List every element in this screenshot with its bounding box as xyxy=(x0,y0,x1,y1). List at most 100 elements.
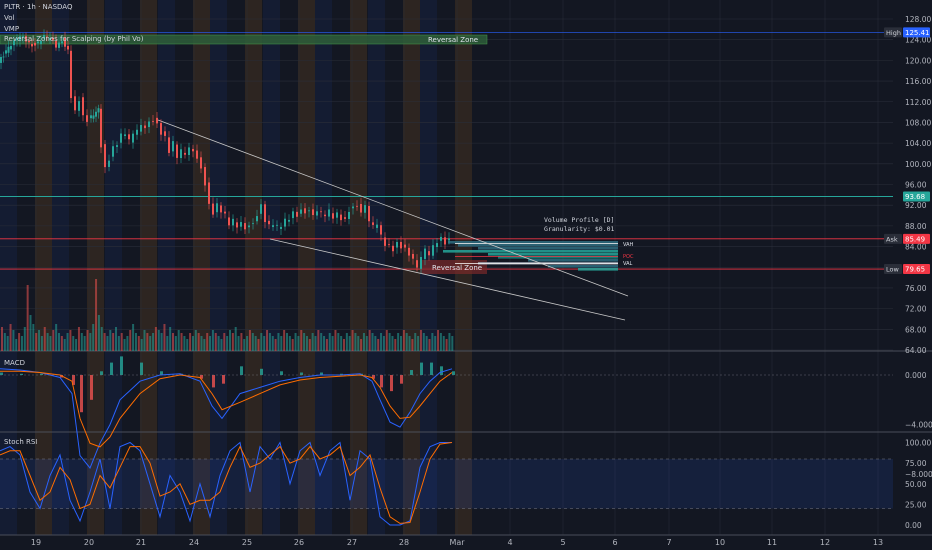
stoch-k-line xyxy=(0,441,452,526)
stoch-tick-label: 75.00 xyxy=(905,459,927,468)
macd-pane-label[interactable]: MACD xyxy=(4,359,25,367)
candle-body xyxy=(92,115,95,119)
volume-bar xyxy=(291,339,294,351)
volume-profile-row xyxy=(528,259,618,262)
macd-histogram-bar xyxy=(0,372,3,375)
macd-histogram-bar xyxy=(140,362,143,375)
volume-profile: Volume Profile [D]Granularity: $0.01 VAH P… xyxy=(443,216,634,271)
price-tag-value: 79.65 xyxy=(905,266,925,274)
volume-bar xyxy=(271,336,274,351)
volume-bar xyxy=(123,339,126,351)
volume-bar xyxy=(163,324,166,351)
price-levels xyxy=(0,32,893,270)
candle-body xyxy=(248,225,250,228)
time-tick-label: 13 xyxy=(873,538,883,547)
candle-body xyxy=(10,45,12,50)
candle-body xyxy=(100,108,102,148)
candle-body xyxy=(284,218,286,227)
volume-bar xyxy=(414,333,417,351)
volume-bar xyxy=(417,336,420,351)
volume-bar xyxy=(12,330,15,351)
volume-bar xyxy=(211,330,214,351)
volume-bar xyxy=(377,339,380,351)
volume-bar xyxy=(380,333,383,351)
time-tick-label: 12 xyxy=(820,538,830,547)
candle-body xyxy=(78,101,80,111)
volume-bar xyxy=(23,327,26,351)
indicator-vmp-label[interactable]: VMP xyxy=(4,25,20,33)
candle-body xyxy=(372,222,374,225)
volume-bar xyxy=(442,336,445,351)
volume-bar xyxy=(43,327,46,351)
stoch-tick-label: 50.00 xyxy=(905,480,927,489)
candles xyxy=(0,29,450,274)
reversal-zone-bottom-label: Reversal Zone xyxy=(432,264,482,272)
candle-body xyxy=(356,205,358,207)
time-tick-label: 28 xyxy=(399,538,409,547)
volume-bar xyxy=(280,336,283,351)
price-tick-label: 120.00 xyxy=(905,56,931,65)
volume-bar xyxy=(134,333,137,351)
macd-histogram-bar xyxy=(372,375,375,379)
volume-profile-row xyxy=(448,241,618,244)
time-tick-label: 7 xyxy=(666,538,671,547)
volume-profile-row xyxy=(478,247,618,250)
volume-bar xyxy=(40,336,43,351)
volume-bar xyxy=(274,339,277,351)
candle-body xyxy=(340,214,342,221)
candle-body xyxy=(5,50,7,54)
stoch-d-line xyxy=(0,442,453,524)
candle-body xyxy=(364,205,366,213)
candle-body xyxy=(296,211,298,217)
candle-body xyxy=(240,222,242,227)
volume-bar xyxy=(6,336,9,351)
candle-body xyxy=(236,222,238,228)
volume-bar xyxy=(408,336,411,351)
price-tick-label: 124.00 xyxy=(905,36,931,45)
macd-tick-label: 0.000 xyxy=(905,371,927,380)
candle-body xyxy=(104,144,106,168)
trend-lines xyxy=(157,119,629,321)
candle-body xyxy=(412,253,414,259)
macd-histogram-bar xyxy=(120,356,123,375)
candle-body xyxy=(320,211,322,213)
price-tag-value: 125.41 xyxy=(905,29,930,37)
volume-bar xyxy=(437,330,440,351)
volume-bar xyxy=(60,336,63,351)
candle-body xyxy=(232,218,234,226)
volume-bar xyxy=(251,333,254,351)
macd-histogram-bar xyxy=(260,368,263,375)
candle-body xyxy=(55,40,57,48)
macd-histogram-bar xyxy=(380,375,383,388)
candle-body xyxy=(328,209,330,217)
volume-bar xyxy=(360,339,363,351)
indicator-reversal-label[interactable]: Reversal Zones for Scalping (by Phil Vo) xyxy=(4,35,144,43)
macd-histogram-bar xyxy=(452,371,455,375)
volume-bar xyxy=(248,330,251,351)
candle-body xyxy=(212,203,214,215)
macd-histogram-bar xyxy=(90,375,93,400)
volume-profile-row xyxy=(498,256,618,259)
volume-bar xyxy=(149,336,152,351)
volume-bar xyxy=(294,333,297,351)
stoch-rsi-pane-label[interactable]: Stoch RSI xyxy=(4,438,38,446)
price-tag-value: 85.49 xyxy=(905,235,925,243)
volume-bar xyxy=(400,336,402,351)
candle-body xyxy=(116,145,118,147)
volume-bar xyxy=(95,279,98,351)
volume-bar xyxy=(157,330,160,351)
price-tick-label: 76.00 xyxy=(905,284,927,293)
price-tag-box xyxy=(903,27,930,38)
candle-body xyxy=(70,50,72,99)
indicator-vol-label[interactable]: Vol xyxy=(4,14,15,22)
volume-bar xyxy=(240,333,243,351)
grid-lines xyxy=(0,0,932,536)
time-tick-label: Mar xyxy=(449,538,465,547)
candle-body xyxy=(95,111,97,117)
candle-body xyxy=(224,211,226,214)
stoch-rsi-pane xyxy=(0,441,893,526)
candle-body xyxy=(90,115,92,119)
macd-histogram-bar xyxy=(390,375,393,392)
price-tick-label: 112.00 xyxy=(905,98,931,107)
